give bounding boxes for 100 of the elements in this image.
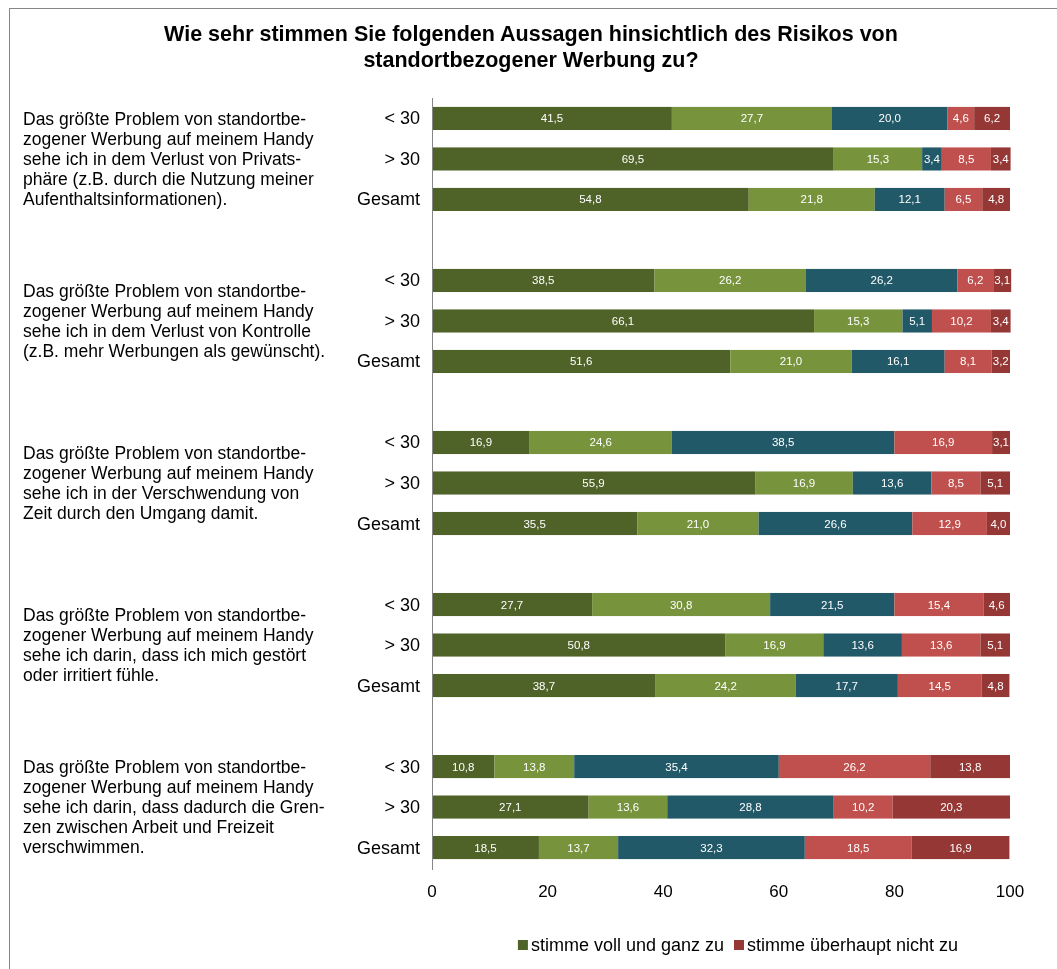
data-label: 38,7 (532, 679, 556, 692)
bar (851, 349, 945, 374)
data-label: 3,1 (994, 274, 1011, 287)
data-label: 17,7 (835, 679, 858, 692)
data-label: 3,2 (992, 355, 1009, 368)
bar (823, 633, 902, 657)
data-label: 16,9 (949, 841, 972, 854)
data-label: 27,1 (499, 801, 522, 814)
bar (432, 430, 530, 455)
bar (770, 592, 895, 617)
bar (432, 309, 815, 333)
bar (833, 147, 923, 171)
data-label: 14,5 (928, 679, 951, 692)
bar (671, 430, 895, 455)
y-tick-label: Gesamt (356, 513, 420, 534)
bar (814, 309, 903, 333)
bar (922, 147, 942, 171)
data-label: 10,2 (851, 801, 875, 814)
y-tick-label: < 30 (384, 108, 420, 129)
bar (432, 795, 589, 819)
bar (758, 511, 913, 536)
data-label: 13,8 (958, 760, 982, 773)
data-label: 6,2 (967, 274, 984, 287)
data-label: 16,9 (763, 639, 786, 652)
bar (671, 106, 832, 130)
data-label: 13,8 (523, 760, 546, 773)
chart-title: Wie sehr stimmen Sie folgenden Aussagen hinsichtlich des Risikos von standortbezogener Werbung zu? (164, 22, 898, 72)
bar (432, 511, 638, 536)
bar (667, 795, 834, 819)
bar (957, 268, 994, 293)
bar (538, 836, 619, 860)
data-label: 12,1 (898, 193, 921, 206)
bar (931, 309, 991, 333)
bar (874, 187, 945, 212)
x-tick-label: 100 (995, 881, 1025, 901)
bar (592, 592, 771, 617)
data-label: 20,3 (940, 801, 963, 814)
x-tick-label: 80 (884, 881, 904, 901)
data-label: 66,1 (611, 314, 635, 327)
text: Das größte Problem von standortbe- zogener Werbung auf meinem Handy sehe ich in dem Verlust von Kontrolle (z.B. mehr Werbungen als gewünscht). (23, 280, 326, 362)
data-label: 16,9 (469, 436, 493, 449)
data-label: 38,5 (771, 436, 795, 449)
bar (894, 592, 984, 617)
data-label: 13,6 (616, 801, 640, 814)
data-label: 3,4 (923, 152, 941, 165)
bar (725, 633, 824, 657)
data-label: 54,8 (579, 193, 602, 206)
data-label: 5,1 (987, 639, 1004, 652)
data-label: 21,0 (779, 355, 803, 368)
data-label: 24,2 (714, 679, 737, 692)
y-tick-label: > 30 (384, 635, 420, 656)
x-tick-label: 0 (427, 881, 437, 901)
data-label: 55,9 (582, 477, 605, 489)
data-label: 24,6 (589, 436, 612, 449)
bar (901, 633, 981, 657)
bar (902, 309, 932, 333)
bar (892, 795, 1010, 819)
bar (432, 147, 834, 171)
bar (930, 754, 1010, 779)
data-label: 35,4 (665, 760, 689, 773)
y-tick-label: Gesamt (356, 351, 420, 372)
bar (432, 633, 726, 657)
bar (911, 836, 1010, 860)
data-label: 18,5 (847, 841, 870, 854)
y-tick-label: > 30 (384, 310, 420, 331)
data-label: 3,4 (992, 314, 1010, 327)
bar (618, 836, 805, 860)
data-label: 26,2 (870, 274, 893, 287)
x-tick-label: 40 (653, 881, 673, 901)
data-label: 32,3 (700, 841, 723, 854)
bar (432, 268, 655, 293)
data-label: 16,1 (886, 355, 910, 368)
data-label: 26,2 (843, 760, 866, 773)
data-label: 15,3 (847, 314, 870, 327)
data-label: 6,5 (955, 193, 972, 206)
data-label: 38,5 (532, 274, 555, 287)
data-label: 21,0 (686, 517, 710, 530)
data-label: 51,6 (569, 355, 593, 368)
text: Das größte Problem von standortbe- zogener Werbung auf meinem Handy sehe ich darin, dass ich mich gestört oder irritiert fühle. (23, 604, 314, 686)
bar (654, 268, 806, 293)
bar (755, 471, 853, 495)
text: Das größte Problem von standortbe- zogener Werbung auf meinem Handy sehe ich darin, dass dadurch die Gren- zen zwischen Arbeit und Freizeit verschwimmen. (23, 756, 325, 858)
data-label: 27,7 (740, 112, 764, 125)
bar (494, 754, 575, 779)
data-label: 15,4 (927, 598, 951, 611)
data-label: 5,1 (987, 477, 1004, 489)
data-label: 18,5 (474, 841, 497, 854)
data-label: 35,5 (523, 517, 546, 530)
y-tick-label: < 30 (384, 432, 420, 453)
data-label: 28,8 (739, 801, 762, 814)
text: Das größte Problem von standortbe- zogener Werbung auf meinem Handy sehe ich in der Verschwendung von Zeit durch den Umgang damit. (23, 442, 314, 524)
bar (897, 673, 982, 698)
data-label: 8,1 (960, 355, 977, 368)
data-label: 8,5 (947, 477, 964, 489)
y-tick-label: > 30 (384, 797, 420, 818)
data-label: 3,1 (993, 436, 1010, 449)
bar (974, 106, 1010, 130)
bar (529, 430, 672, 455)
y-tick-label: < 30 (384, 756, 420, 777)
bar (833, 795, 893, 819)
